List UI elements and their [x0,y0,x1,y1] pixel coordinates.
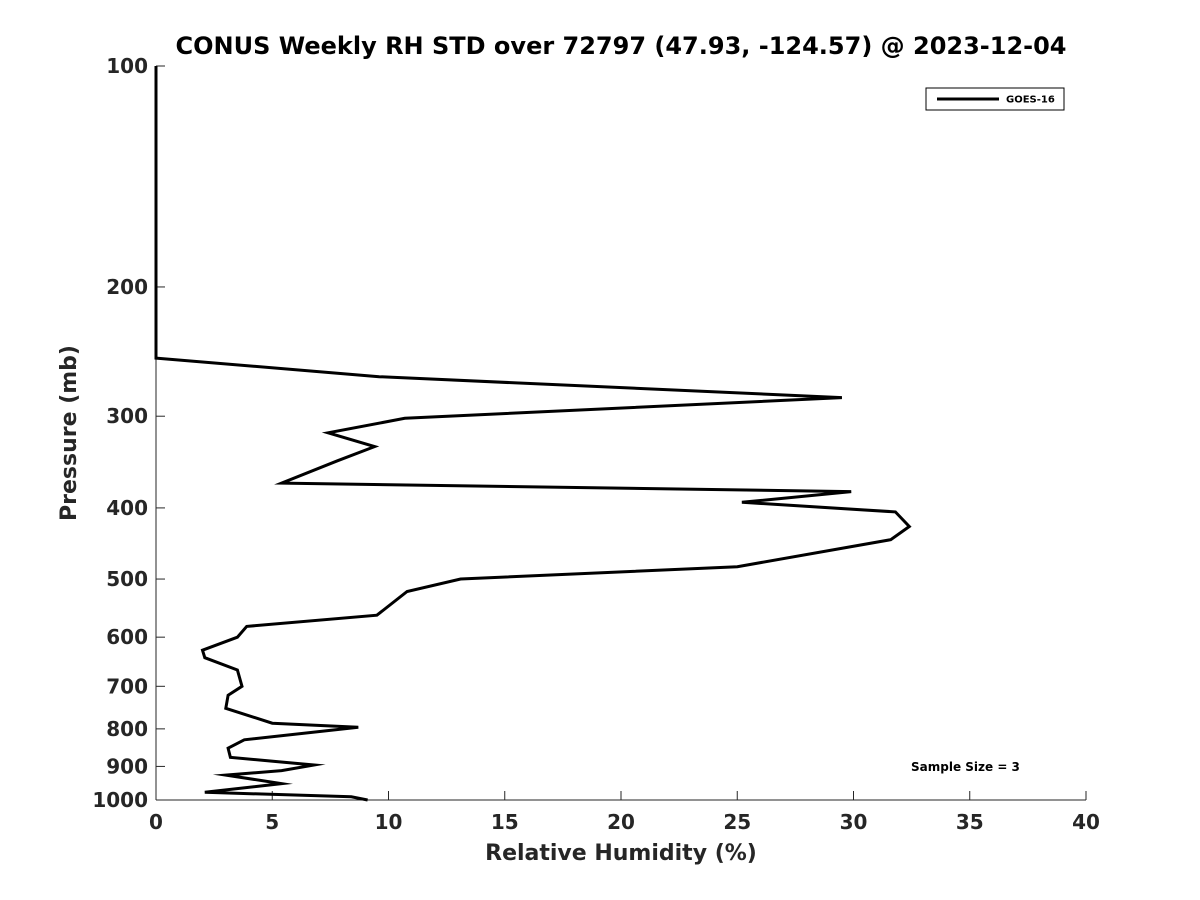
x-tick-label: 25 [723,810,751,834]
legend: GOES-16 [925,87,1065,111]
x-tick-label: 35 [956,810,984,834]
series-line-goes-16 [154,66,912,802]
sample-size-annotation: Sample Size = 3 [911,760,1020,774]
y-tick-label: 300 [106,404,148,428]
x-tick-label: 0 [149,810,163,834]
plot-area: 0 5 10 15 20 25 30 35 40 100 200 300 400 500 600 700 80… [92,54,1100,834]
x-tick-label: 20 [607,810,635,834]
y-axis-ticks: 100 200 300 400 500 600 700 800 900 1000 [92,54,165,812]
y-tick-label: 800 [106,717,148,741]
x-tick-label: 5 [265,810,279,834]
y-tick-label: 900 [106,754,148,778]
x-tick-label: 30 [840,810,868,834]
x-tick-label: 10 [375,810,403,834]
y-tick-label: 500 [106,567,148,591]
y-tick-label: 400 [106,496,148,520]
chart-title: CONUS Weekly RH STD over 72797 (47.93, -… [175,32,1066,60]
y-axis-label: Pressure (mb) [57,345,82,521]
series-layer [154,66,912,802]
y-tick-label: 200 [106,275,148,299]
y-tick-label: 1000 [92,788,148,812]
y-tick-label: 600 [106,625,148,649]
y-tick-label: 700 [106,674,148,698]
x-axis-ticks: 0 5 10 15 20 25 30 35 40 [149,791,1100,834]
x-tick-label: 15 [491,810,519,834]
x-tick-label: 40 [1072,810,1100,834]
y-tick-label: 100 [106,54,148,78]
x-axis-label: Relative Humidity (%) [485,841,757,866]
legend-label-goes-16: GOES-16 [1006,95,1055,106]
